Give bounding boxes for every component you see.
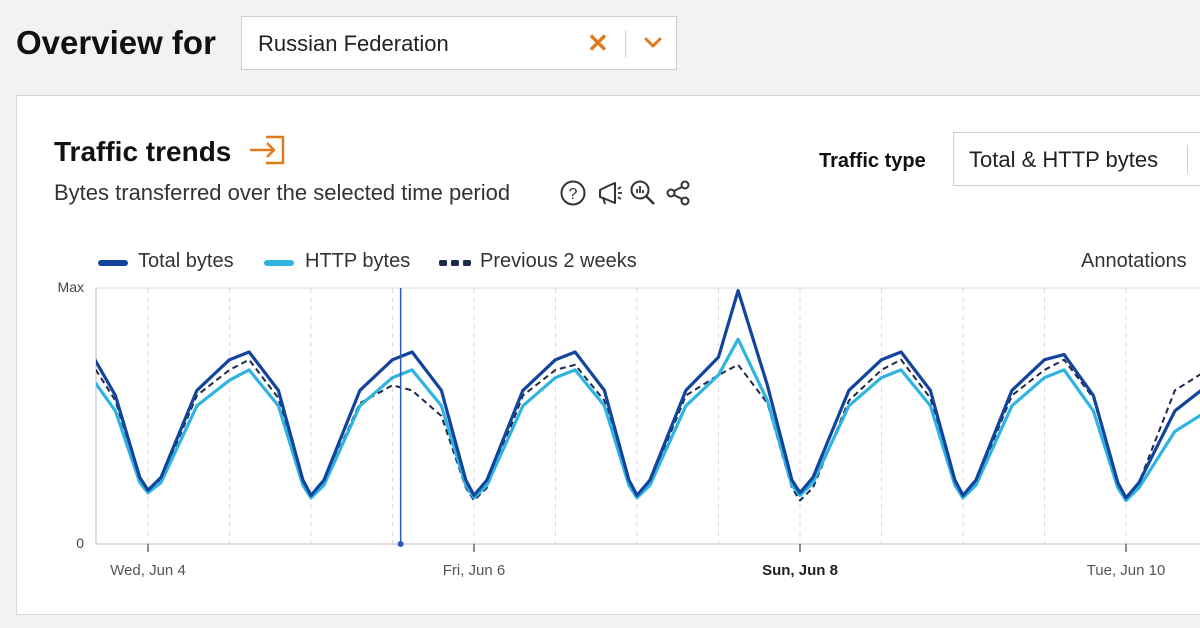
legend-previous-weeks[interactable]: Previous 2 weeks <box>480 250 637 272</box>
x-tick-label: Wed, Jun 4 <box>110 562 186 579</box>
traffic-chart: Max 0 Wed, Jun 4 Fri, Jun 6 Sun, Jun 8 Tue, J… <box>58 279 1200 579</box>
chevron-down-icon[interactable] <box>641 30 665 54</box>
svg-text:?: ? <box>569 186 578 203</box>
card-title: Traffic trends <box>54 136 232 167</box>
country-select[interactable]: Russian Federation ✕ <box>241 16 677 70</box>
x-tick-label: Fri, Jun 6 <box>443 562 506 579</box>
export-arrow-icon[interactable] <box>246 134 286 166</box>
series-previous-2-weeks <box>96 358 1200 502</box>
x-icon[interactable]: ✕ <box>587 28 609 58</box>
legend-swatch-previous <box>439 260 471 266</box>
traffic-type-value: Total & HTTP bytes <box>969 147 1159 172</box>
series-http-bytes <box>96 337 1200 503</box>
zoom-icon[interactable] <box>629 179 657 207</box>
select-divider <box>625 30 626 58</box>
series-total-bytes <box>96 289 1200 500</box>
traffic-type-select[interactable]: Total & HTTP bytes <box>953 132 1200 186</box>
annotations-label[interactable]: Annotations <box>1081 250 1187 272</box>
traffic-trends-card: Traffic trends Bytes transferred over th… <box>16 95 1200 615</box>
traffic-type-label: Traffic type <box>819 150 926 172</box>
country-select-value: Russian Federation <box>258 31 449 56</box>
legend-swatch-total <box>98 260 128 266</box>
y-tick-label: Max <box>58 279 84 295</box>
legend-swatch-http <box>264 260 294 266</box>
time-marker-dot <box>397 541 404 547</box>
x-tick-label: Tue, Jun 10 <box>1087 562 1166 579</box>
legend-total-bytes[interactable]: Total bytes <box>138 250 234 272</box>
card-subtitle: Bytes transferred over the selected time… <box>54 180 511 205</box>
select-divider <box>1187 145 1188 173</box>
help-icon[interactable]: ? <box>559 179 587 207</box>
page-title: Overview for <box>16 24 216 61</box>
share-icon[interactable] <box>664 179 692 207</box>
legend-http-bytes[interactable]: HTTP bytes <box>305 250 411 272</box>
megaphone-icon[interactable] <box>595 179 623 207</box>
y-tick-label: 0 <box>76 535 84 551</box>
x-tick-label: Sun, Jun 8 <box>762 562 838 579</box>
